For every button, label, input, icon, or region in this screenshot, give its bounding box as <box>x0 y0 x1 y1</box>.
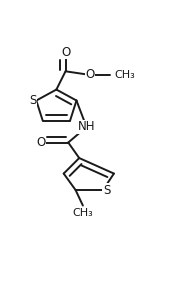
Text: CH₃: CH₃ <box>72 208 93 218</box>
Text: CH₃: CH₃ <box>114 70 135 80</box>
Text: O: O <box>86 68 95 81</box>
Text: S: S <box>29 94 36 107</box>
Text: O: O <box>36 136 45 149</box>
Text: NH: NH <box>78 120 95 133</box>
Text: S: S <box>103 184 110 197</box>
Text: O: O <box>61 46 70 59</box>
